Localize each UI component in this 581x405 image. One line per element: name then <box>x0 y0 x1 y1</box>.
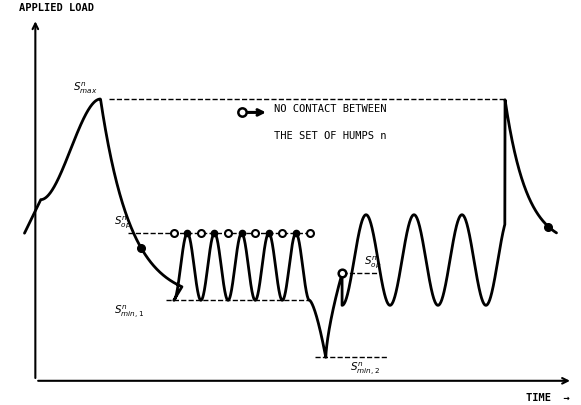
Text: NO CONTACT BETWEEN: NO CONTACT BETWEEN <box>274 104 387 114</box>
Text: $S^n_{max}$: $S^n_{max}$ <box>73 80 98 96</box>
Text: $S^n_{min, 2}$: $S^n_{min, 2}$ <box>350 361 380 377</box>
Text: $S^n_{min, 1}$: $S^n_{min, 1}$ <box>114 304 144 320</box>
Text: THE SET OF HUMPS n: THE SET OF HUMPS n <box>274 131 387 141</box>
Text: TIME  →: TIME → <box>526 392 570 403</box>
Text: $S^n_{op}$: $S^n_{op}$ <box>364 254 381 270</box>
Text: $S^n_{op}$: $S^n_{op}$ <box>114 214 131 230</box>
Text: APPLIED LOAD: APPLIED LOAD <box>19 3 94 13</box>
